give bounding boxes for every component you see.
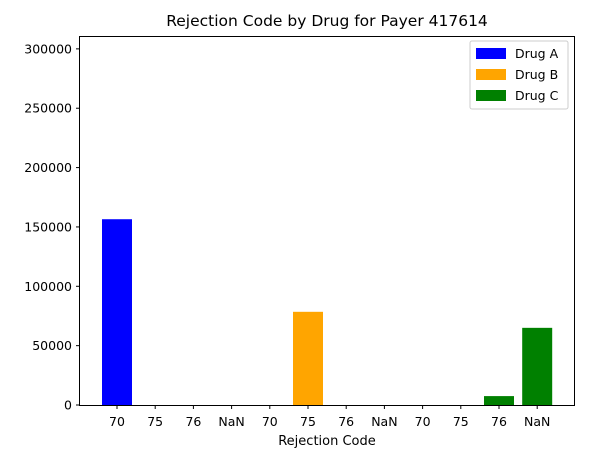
y-tick-label: 0 <box>64 398 72 413</box>
x-tick-label: NaN <box>371 414 397 429</box>
x-tick-label: 75 <box>147 414 163 429</box>
x-axis-label: Rejection Code <box>278 434 376 449</box>
y-tick-label: 250000 <box>24 101 72 116</box>
y-tick-label: 100000 <box>24 279 72 294</box>
chart-title: Rejection Code by Drug for Payer 417614 <box>166 12 488 30</box>
y-tick-label: 150000 <box>24 219 72 234</box>
x-tick-label: 70 <box>109 414 125 429</box>
bar-drug-b-75 <box>293 311 323 405</box>
x-tick-label: 70 <box>262 414 278 429</box>
x-tick-label: 75 <box>300 414 316 429</box>
x-tick-label: NaN <box>524 414 550 429</box>
y-tick-label: 300000 <box>24 41 72 56</box>
legend-label: Drug A <box>515 46 559 61</box>
bar-drug-c-76 <box>484 396 514 405</box>
legend-label: Drug C <box>515 88 559 103</box>
x-tick-label: 76 <box>185 414 201 429</box>
legend-swatch-drug-b <box>476 69 506 80</box>
x-tick-label: NaN <box>218 414 244 429</box>
plot-area-frame <box>79 36 575 406</box>
y-tick-label: 50000 <box>32 338 72 353</box>
x-axis-ticks: 70 75 76 NaN 70 75 76 NaN 70 75 76 NaN <box>109 405 550 429</box>
y-tick-label: 200000 <box>24 160 72 175</box>
legend-swatch-drug-c <box>476 90 506 101</box>
legend-swatch-drug-a <box>476 48 506 59</box>
legend-label: Drug B <box>515 67 558 82</box>
bar-drug-c-nan <box>522 327 553 405</box>
bar-drug-a-70 <box>102 219 132 405</box>
bars-group <box>102 219 553 405</box>
x-tick-label: 76 <box>491 414 507 429</box>
y-axis-ticks: 0 50000 100000 150000 200000 250000 300000 <box>24 41 80 413</box>
x-tick-label: 70 <box>415 414 431 429</box>
x-tick-label: 75 <box>453 414 469 429</box>
x-tick-label: 76 <box>338 414 354 429</box>
legend: Drug A Drug B Drug C <box>469 40 569 110</box>
